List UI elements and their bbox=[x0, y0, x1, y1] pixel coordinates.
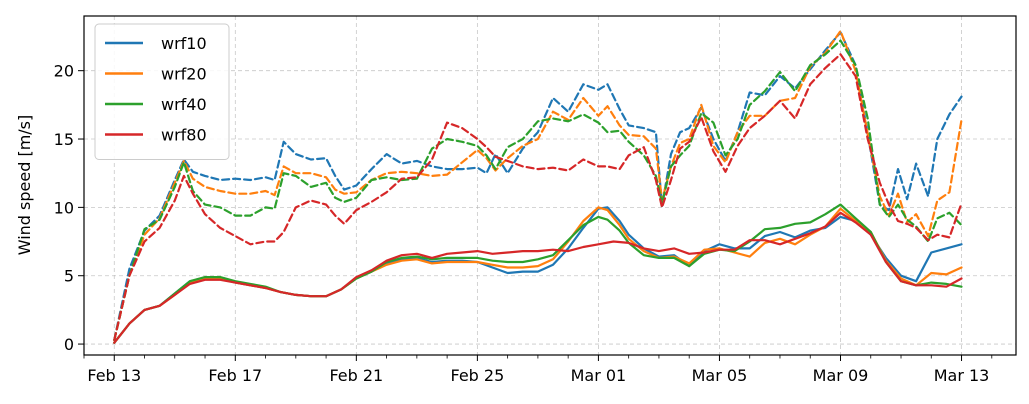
legend-box bbox=[94, 23, 230, 160]
series-line-wrf20-dashed bbox=[113, 29, 963, 342]
axis-ticks: Feb 13 Feb 17 Feb 21 Feb 25 Mar 01 Mar 05 Mar … bbox=[54, 62, 993, 385]
y-tick-label: 10 bbox=[54, 198, 74, 217]
x-tick-label: Feb 21 bbox=[329, 366, 383, 385]
series-line-wrf80-dashed bbox=[113, 53, 963, 342]
legend: wrf10 wrf20 wrf40 wrf80 bbox=[94, 23, 230, 160]
legend-label-wrf20: wrf20 bbox=[161, 65, 207, 84]
legend-label-wrf40: wrf40 bbox=[161, 95, 207, 114]
x-tick-label: Mar 09 bbox=[813, 366, 869, 385]
series-layer bbox=[113, 29, 963, 344]
x-tick-label: Feb 17 bbox=[208, 366, 262, 385]
axes-frame bbox=[83, 15, 1017, 356]
grid bbox=[84, 16, 1016, 355]
series-line-wrf40-solid bbox=[113, 203, 963, 344]
series-line-wrf40-dashed bbox=[113, 39, 963, 342]
legend-label-wrf10: wrf10 bbox=[161, 34, 207, 53]
x-tick-label: Mar 05 bbox=[692, 366, 748, 385]
x-tick-label: Mar 01 bbox=[571, 366, 627, 385]
y-axis-label: Wind speed [m/s] bbox=[15, 115, 34, 256]
x-tick-label: Feb 13 bbox=[87, 366, 141, 385]
legend-label-wrf80: wrf80 bbox=[161, 126, 207, 145]
y-tick-label: 15 bbox=[54, 130, 74, 149]
x-tick-label: Mar 13 bbox=[934, 366, 990, 385]
y-tick-label: 5 bbox=[64, 267, 74, 286]
x-tick-label: Feb 25 bbox=[450, 366, 504, 385]
y-tick-label: 0 bbox=[64, 335, 74, 354]
series-line-wrf80-solid bbox=[113, 211, 963, 344]
y-tick-label: 20 bbox=[54, 62, 74, 81]
